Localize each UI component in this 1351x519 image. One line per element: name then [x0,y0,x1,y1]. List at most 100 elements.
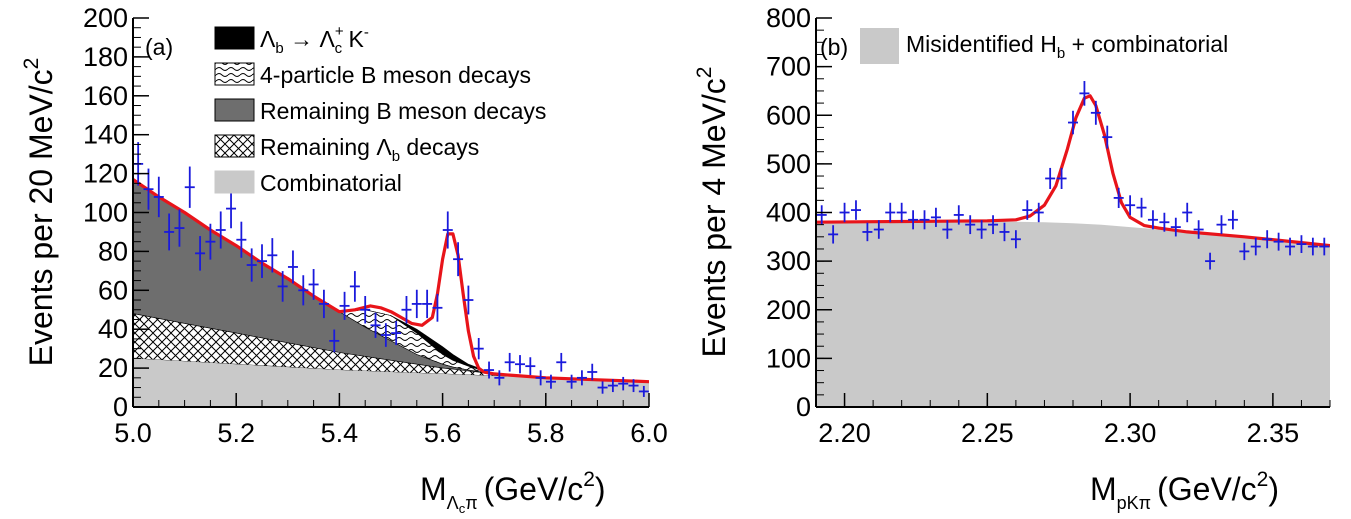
data-point [484,361,495,379]
area-background [816,221,1330,407]
legend-swatch-misid-comb [860,28,899,64]
data-point [380,323,391,347]
data-point [1079,81,1090,106]
data-point [1045,167,1056,190]
data-point [422,289,433,319]
data-point [1193,220,1204,239]
data-point [236,221,247,258]
data-point [287,250,298,284]
legend-swatch-remaining-lambdab [214,134,255,158]
x-tick-label: 2.30 [1104,418,1157,448]
data-point [257,244,267,278]
data-point [1068,110,1078,135]
x-tick-label: 2.35 [1247,418,1300,448]
legend-label-remaining-b: Remaining B meson decays [260,98,546,124]
legend-label-misid-comb: Misidentified Hb + combinatorial [906,31,1228,62]
data-point [1033,202,1044,223]
x-tick-label: 5.4 [321,418,359,448]
background-component [816,221,1330,407]
y-tick-label: 40 [98,314,128,344]
data-point [174,209,185,247]
x-axis-title: MΛcπ (GeV/c2) [420,468,606,516]
data-point [1182,202,1193,223]
panel-b: 2.20 2.25 2.30 2.35 0 100 200 300 400 500 600 700 80… [693,3,1331,513]
data-point [226,188,237,229]
data-point [1102,125,1113,149]
legend-item-four-particle: 4-particle B meson decays [214,62,531,88]
stacked-components [133,179,649,407]
data-point [896,202,907,223]
data-point [930,207,941,227]
data-point [318,289,329,319]
y-tick-label: 600 [766,100,811,130]
fit-line [816,94,1330,248]
x-tick-label: 2.25 [961,418,1014,448]
y-tick-label: 0 [113,392,128,422]
y-tick-label: 700 [766,52,811,82]
data-point [184,166,195,208]
fit-curve [816,94,1330,248]
legend-item-combinatorial: Combinatorial [214,170,402,196]
data-point [277,271,288,302]
data-point [1090,100,1101,125]
legend-item-signal: Λb → Λ+ c K- [214,23,369,57]
data-point [267,238,278,273]
data-point [205,223,216,260]
legend-label-remaining-lambdab: Remaining Λb decays [260,134,479,165]
data-point [1147,210,1158,230]
legend: Misidentified Hb + combinatorial [860,28,1228,64]
fit-curve [133,178,649,384]
legend-label-combinatorial: Combinatorial [260,170,402,196]
data-point [1216,215,1227,235]
data-point [308,269,319,300]
data-point [442,211,453,249]
y-tick-label: 100 [766,343,811,373]
legend-item-remaining-lambdab: Remaining Λb decays [214,134,479,165]
data-point [1250,237,1261,256]
y-axis-title: Events per 4 MeV/c2 [693,67,732,358]
data-point [597,381,608,394]
data-point [1285,237,1296,256]
legend-swatch-signal [214,26,255,50]
y-tick-label: 60 [98,275,128,305]
x-axis-title: MpKπ (GeV/c2) [1090,468,1279,513]
legend-swatch-four-particle [214,62,255,86]
data-point [1262,230,1273,249]
data-point [999,222,1010,242]
y-tick-label: 180 [83,42,128,72]
legend-item-misid-comb: Misidentified Hb + combinatorial [860,28,1228,64]
data-point [401,295,412,324]
data-point [556,352,567,372]
data-point [143,168,154,210]
data-point [1227,210,1238,230]
x-tick-label: 6.0 [630,418,668,448]
legend-swatch-remaining-b [214,98,255,122]
y-tick-label: 0 [796,392,811,422]
data-point [360,295,371,324]
y-tick-label: 400 [766,198,811,228]
data-point [411,289,422,319]
data-point [908,210,919,230]
fit-line [133,178,649,384]
data-point [453,242,464,277]
data-point [1319,237,1330,256]
data-point [329,329,340,353]
data-point [339,291,350,320]
data-point [576,370,587,386]
y-tick-label: 20 [98,353,128,383]
data-point [618,376,629,391]
data-point [839,202,850,223]
data-point [988,215,999,235]
x-tick-label: 5.8 [527,418,565,448]
legend-label-four-particle: 4-particle B meson decays [260,62,531,88]
data-point [1159,212,1170,232]
data-point [246,248,257,282]
data-point [525,357,536,376]
data-point [494,370,505,386]
data-point [1205,252,1216,270]
data-point [816,205,827,225]
x-tick-label: 2.20 [818,418,871,448]
panel-label: (b) [820,34,848,60]
data-point [432,293,443,322]
y-tick-label: 120 [83,159,128,189]
